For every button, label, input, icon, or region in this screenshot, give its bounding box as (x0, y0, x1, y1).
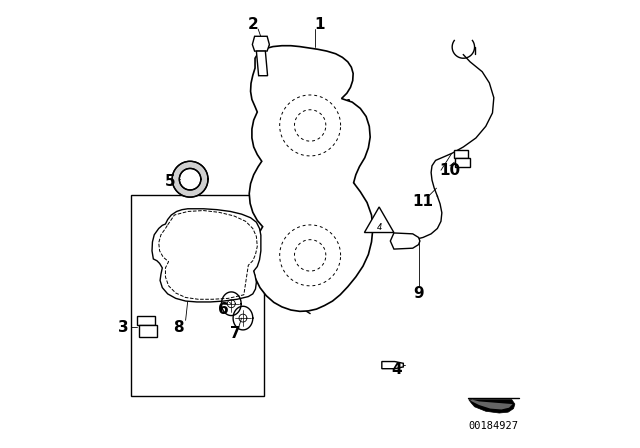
Wedge shape (172, 161, 208, 197)
Polygon shape (152, 209, 261, 302)
Text: 5: 5 (164, 174, 175, 189)
Polygon shape (159, 211, 257, 299)
Polygon shape (140, 325, 157, 337)
Polygon shape (257, 51, 268, 76)
Text: 6: 6 (218, 302, 229, 317)
Polygon shape (131, 195, 264, 396)
Text: 4: 4 (376, 223, 382, 232)
Polygon shape (454, 150, 468, 158)
Text: 2: 2 (248, 17, 258, 32)
Polygon shape (455, 158, 470, 167)
Text: 10: 10 (439, 163, 461, 178)
Text: 8: 8 (173, 319, 184, 335)
Polygon shape (468, 400, 515, 413)
Polygon shape (390, 233, 420, 249)
Polygon shape (364, 207, 394, 233)
Polygon shape (137, 316, 155, 325)
Text: 9: 9 (413, 286, 424, 301)
Text: 7: 7 (230, 326, 240, 341)
Polygon shape (470, 400, 513, 409)
Text: 11: 11 (413, 194, 433, 209)
Polygon shape (382, 362, 403, 369)
Polygon shape (249, 46, 373, 311)
Polygon shape (252, 36, 269, 51)
Text: 4: 4 (391, 362, 401, 377)
Text: 00184927: 00184927 (469, 422, 519, 431)
Text: 3: 3 (118, 319, 128, 335)
Text: 1: 1 (315, 17, 325, 32)
